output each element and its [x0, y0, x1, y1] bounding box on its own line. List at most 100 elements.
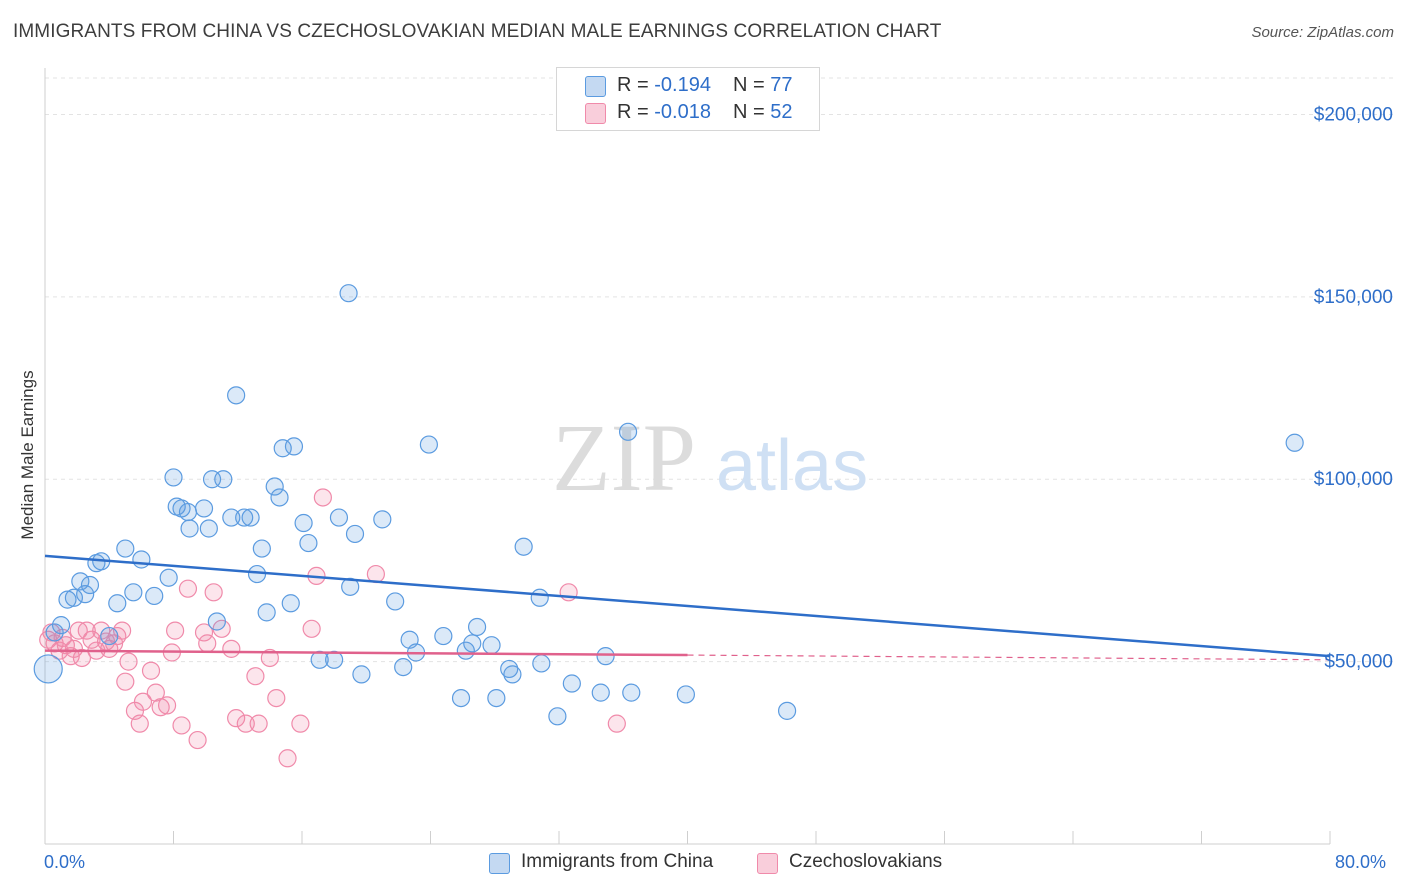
watermark: ZIP atlas: [552, 404, 868, 511]
czech-point: [77, 621, 96, 640]
legend-n-value-czech: 52: [770, 101, 793, 123]
y-tick-label: $100,000: [1314, 469, 1393, 490]
china-point: [463, 634, 482, 653]
china-point: [199, 519, 218, 538]
china-point: [503, 665, 522, 684]
china-point: [257, 603, 276, 622]
china-point: [145, 586, 164, 606]
czech-point: [267, 688, 286, 708]
bottom-legend-label-czech: Czechoslovakians: [789, 851, 943, 872]
china-point: [777, 701, 797, 720]
czech-point: [204, 583, 223, 602]
czech-point: [302, 619, 321, 638]
china-point: [58, 590, 77, 609]
czech-point: [166, 621, 185, 640]
china-point: [339, 284, 358, 303]
y-tick-label: $150,000: [1314, 287, 1393, 308]
china-point: [273, 439, 292, 458]
china-point: [373, 510, 392, 529]
china-point: [100, 626, 119, 646]
china-point: [482, 636, 501, 655]
china-point: [1285, 433, 1304, 452]
czech-point: [291, 714, 310, 733]
czech-point: [141, 661, 161, 680]
china-point: [116, 539, 135, 558]
legend-r-value-czech: -0.018: [654, 101, 711, 123]
source-note: Source: ZipAtlas.com: [1251, 24, 1394, 41]
china-point: [329, 508, 349, 527]
china-point: [467, 617, 487, 637]
watermark-zip: ZIP: [552, 404, 696, 511]
czech-point: [222, 639, 241, 658]
china-point: [33, 654, 63, 684]
y-tick-labels: $50,000 $100,000 $150,000 $200,000: [1314, 104, 1393, 672]
china-point: [281, 594, 300, 613]
china-point: [618, 422, 638, 441]
china-point: [345, 524, 365, 544]
china-point: [227, 386, 246, 405]
china-point: [159, 568, 178, 587]
legend-r-value-china: -0.194: [654, 74, 711, 96]
gridlines: [45, 77, 1395, 663]
correlation-legend: R = -0.194 N = 77 R = -0.018 N = 52: [556, 67, 820, 131]
china-point: [45, 623, 64, 642]
china-point: [76, 585, 95, 604]
china-point: [178, 502, 198, 522]
china-point: [108, 594, 127, 613]
trend-lines: [44, 554, 1331, 661]
china-point: [252, 539, 271, 558]
bottom-legend-swatch-china: [489, 853, 510, 874]
china-point: [434, 626, 453, 646]
china-point: [299, 533, 318, 553]
china-point: [222, 508, 241, 527]
china-point: [194, 499, 214, 518]
china-point: [64, 588, 84, 607]
china-point: [500, 659, 519, 679]
china-point: [241, 508, 260, 527]
czech-point: [133, 692, 153, 711]
czech-point: [130, 714, 149, 733]
bottom-legend-swatch-czech: [757, 853, 778, 874]
czech-point: [157, 696, 177, 715]
y-tick-label: $200,000: [1314, 104, 1393, 125]
czech-point: [151, 698, 170, 717]
czech-point: [178, 579, 198, 598]
legend-swatch-china: [585, 76, 606, 97]
china-point: [294, 513, 313, 533]
china-point: [341, 577, 360, 596]
china-point: [394, 657, 413, 677]
czech-point: [194, 623, 214, 642]
china-point: [284, 437, 304, 456]
china-point: [51, 616, 71, 635]
czech-point: [236, 714, 255, 733]
czech-point: [72, 648, 92, 668]
czech-point: [198, 634, 217, 653]
china-point: [532, 654, 551, 673]
china-point: [530, 588, 549, 607]
legend-n-label: N =: [733, 74, 765, 96]
china-point: [207, 612, 226, 631]
x-tick-label-max: 80.0%: [1335, 852, 1387, 872]
china-point: [214, 470, 233, 489]
china-point: [451, 688, 471, 708]
china-point: [270, 488, 289, 507]
czech-point: [188, 730, 207, 750]
watermark-atlas: atlas: [716, 426, 868, 506]
czech-point: [249, 714, 268, 733]
china-point: [265, 477, 284, 496]
china-point: [80, 575, 100, 595]
china-point: [591, 683, 610, 702]
legend-r-label: R =: [617, 101, 649, 123]
china-trend-line: [44, 554, 1331, 658]
czech-trend-extension: [687, 654, 1331, 661]
czech-point: [607, 714, 626, 733]
china-point: [180, 519, 199, 538]
china-point: [514, 537, 533, 556]
czech-point: [227, 709, 246, 728]
china-point: [456, 641, 475, 660]
china-point: [487, 688, 506, 708]
legend-n-label: N =: [733, 101, 765, 123]
china-point: [386, 592, 405, 611]
x-tick-label-min: 0.0%: [44, 852, 86, 872]
